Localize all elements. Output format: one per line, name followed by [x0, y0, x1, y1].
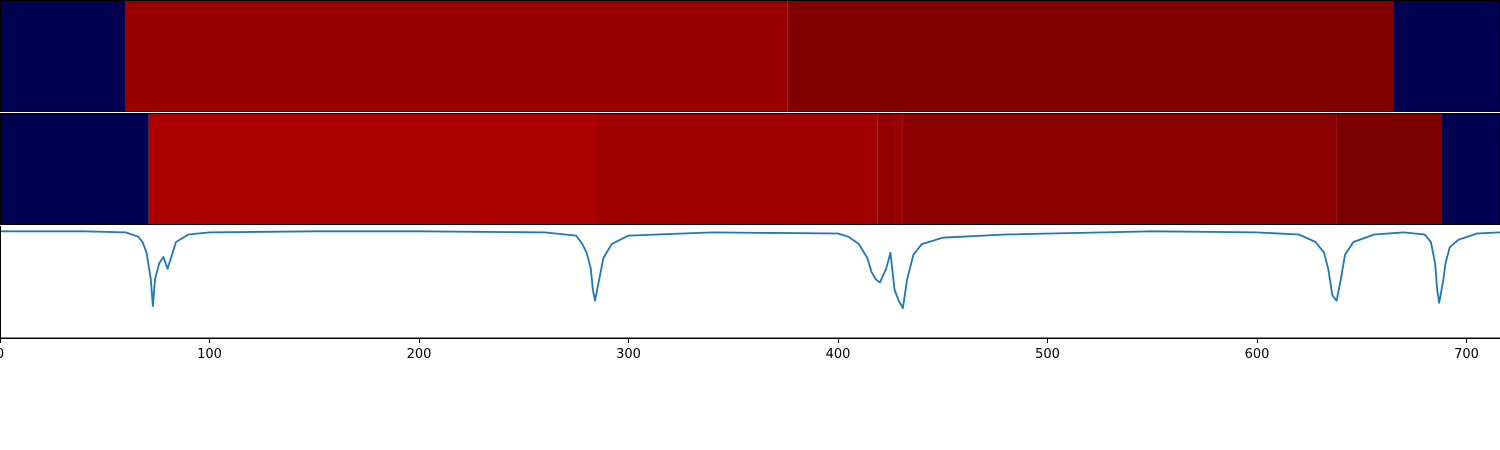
- track-2-segment-7: [1337, 113, 1442, 225]
- track-1-segment-2: [126, 0, 788, 112]
- x-tick-label-700: 700: [1454, 347, 1479, 362]
- track-1-segment-4: [1393, 0, 1500, 112]
- track-2-segment-8: [1441, 113, 1500, 225]
- x-tick-label-400: 400: [826, 347, 851, 362]
- x-tick-label-300: 300: [616, 347, 641, 362]
- signal-panel: [0, 226, 1500, 338]
- x-tick-label-200: 200: [407, 347, 432, 362]
- track-2-segment-5: [895, 113, 903, 225]
- track-2-segment-2: [149, 113, 595, 225]
- x-tick-label-0: 0: [0, 347, 4, 362]
- x-tick-label-500: 500: [1035, 347, 1060, 362]
- track-2-segment-4: [878, 113, 895, 225]
- segment-tracks: [0, 0, 1500, 225]
- plot-background: [0, 226, 1500, 338]
- x-axis: 0 100 200 300 400 500 600 700: [0, 338, 1500, 362]
- track-1-segment-3: [788, 0, 1393, 112]
- track-2-segment-3: [595, 113, 878, 225]
- track-1-segment-1: [0, 0, 126, 112]
- x-tick-label-600: 600: [1245, 347, 1270, 362]
- x-tick-label-100: 100: [197, 347, 222, 362]
- track-2-segment-1: [0, 113, 149, 225]
- track-2-segment-6: [903, 113, 1337, 225]
